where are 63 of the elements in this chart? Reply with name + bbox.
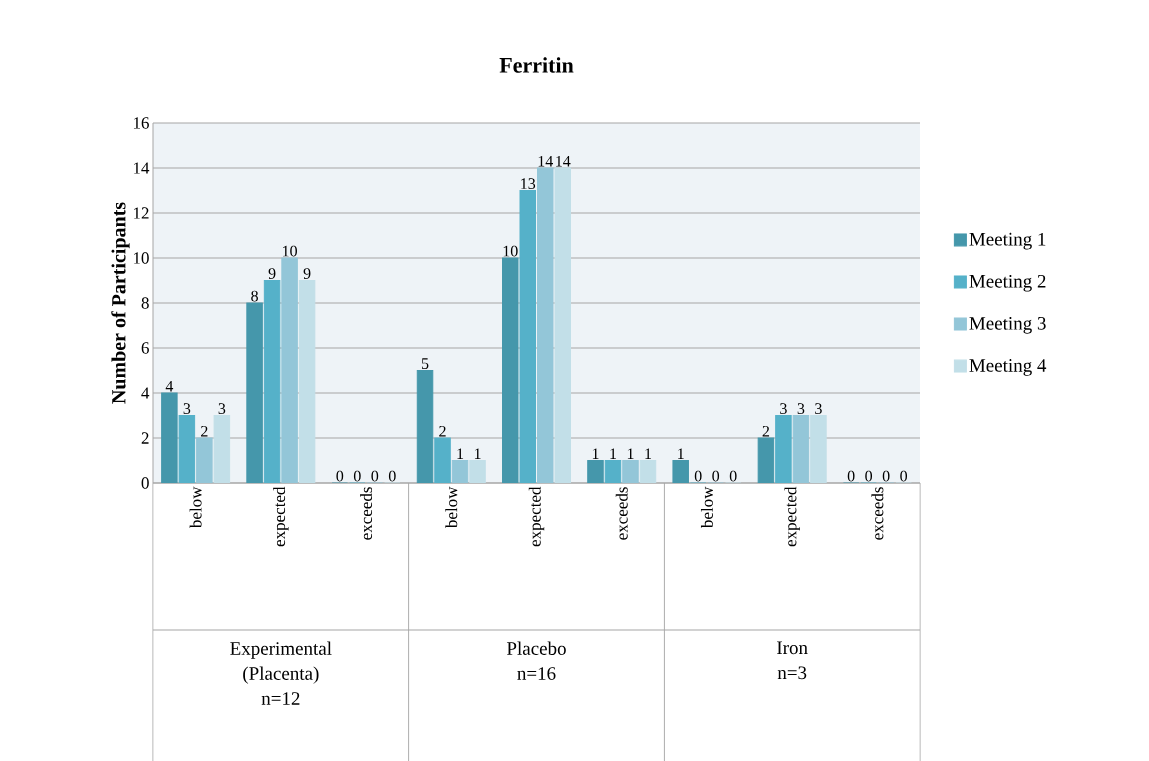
y-tick-label: 6 <box>141 342 149 354</box>
data-label: 0 <box>847 470 855 482</box>
chart-title: Ferritin <box>499 57 574 73</box>
data-label: 3 <box>780 403 787 414</box>
y-tick-label: 14 <box>133 162 150 174</box>
data-label: 3 <box>183 403 191 414</box>
data-label: 0 <box>388 470 396 482</box>
data-label: 1 <box>457 448 464 459</box>
y-tick-label: 10 <box>133 252 149 264</box>
x-tick-label: below <box>445 486 458 529</box>
data-label: 13 <box>521 178 536 189</box>
y-axis-title: Number of Participants <box>111 202 130 404</box>
data-label: 0 <box>712 470 720 482</box>
data-label: 0 <box>865 470 873 482</box>
data-label: 9 <box>303 268 311 279</box>
x-tick-label: exceeds <box>871 487 884 540</box>
data-label: 0 <box>729 470 737 482</box>
text: Experimental (Placenta) n=12 <box>230 641 332 705</box>
y-tick-label: 4 <box>141 387 150 399</box>
data-label: 1 <box>474 448 481 459</box>
data-label: 0 <box>353 470 361 482</box>
legend-label: Meeting 3 <box>969 317 1046 334</box>
data-label: 10 <box>503 245 518 257</box>
data-label: 0 <box>900 470 908 482</box>
legend-label: Meeting 1 <box>969 232 1046 250</box>
x-tick-label: expected <box>273 486 289 547</box>
data-label: 10 <box>283 245 297 257</box>
text: Iron n=3 <box>777 641 808 680</box>
data-label: 0 <box>336 470 344 482</box>
data-label: 1 <box>610 448 617 459</box>
data-label: 1 <box>645 448 652 459</box>
x-tick-label: exceeds <box>615 487 628 540</box>
legend-label: Meeting 2 <box>969 274 1046 292</box>
x-tick-label: below <box>700 486 713 529</box>
data-label: 0 <box>882 470 890 482</box>
y-tick-label: 0 <box>141 477 149 489</box>
text: Placebo n=16 <box>506 641 566 680</box>
data-label: 3 <box>815 403 822 414</box>
y-tick-label: 16 <box>133 117 149 129</box>
data-label: 1 <box>627 448 634 459</box>
legend-label: Meeting 4 <box>969 359 1047 376</box>
data-label: 3 <box>218 403 226 414</box>
data-label: 14 <box>556 155 571 167</box>
data-label: 3 <box>797 403 805 414</box>
x-tick-label: below <box>189 486 202 529</box>
data-label: 5 <box>421 358 429 369</box>
data-label: 0 <box>694 470 702 482</box>
y-tick-label: 2 <box>141 432 149 444</box>
data-label: 2 <box>201 425 208 437</box>
data-label: 2 <box>762 425 770 437</box>
x-tick-label: exceeds <box>360 487 373 540</box>
data-label: 14 <box>538 155 553 167</box>
data-label: 8 <box>251 290 258 302</box>
x-tick-label: expected <box>784 486 800 547</box>
data-label: 1 <box>592 448 599 459</box>
data-label: 1 <box>678 448 684 459</box>
data-label: 9 <box>268 268 276 279</box>
y-tick-label: 8 <box>141 297 149 309</box>
data-label: 0 <box>371 470 379 482</box>
data-label: 4 <box>165 380 174 392</box>
y-tick-label: 12 <box>133 207 149 219</box>
x-tick-label: expected <box>528 486 545 547</box>
data-label: 2 <box>439 425 446 437</box>
